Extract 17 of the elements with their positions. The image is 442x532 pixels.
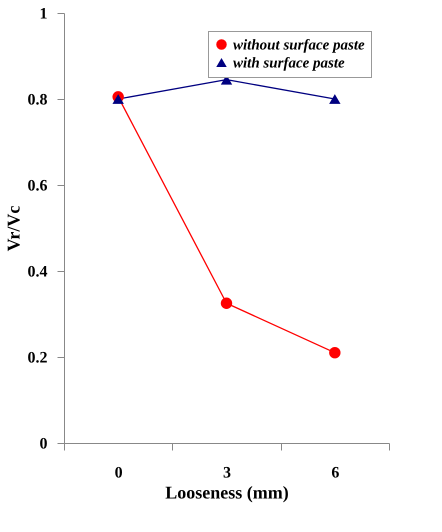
y-axis-title: Vr/Vc (4, 206, 24, 252)
point (329, 94, 341, 104)
point (329, 347, 341, 358)
y-tick-label: 0.4 (28, 264, 48, 280)
point (112, 94, 124, 104)
x-tick-label: 0 (114, 464, 123, 482)
y-tick-label: 0.6 (28, 178, 48, 194)
y-tick-label: 1 (40, 6, 48, 22)
y-tick-label: 0 (40, 436, 48, 452)
x-tick-label: 3 (223, 464, 231, 482)
legend-label: without surface paste (233, 38, 366, 54)
legend-label: with surface paste (233, 56, 346, 72)
x-tick-label: 6 (331, 464, 340, 482)
point (220, 298, 232, 309)
y-tick-label: 0.8 (28, 92, 48, 108)
y-tick-label: 0.2 (28, 350, 48, 366)
x-axis-title: Looseness (mm) (165, 482, 289, 502)
